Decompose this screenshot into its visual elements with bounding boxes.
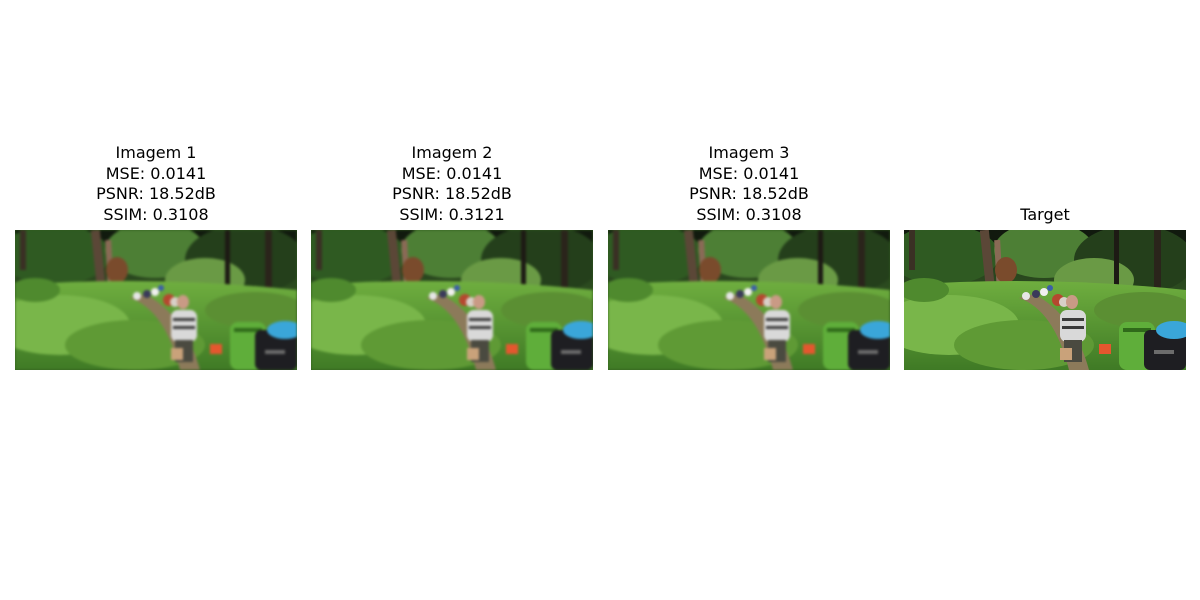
panel-title: Target: [1020, 204, 1070, 224]
ssim-value: SSIM: 0.3108: [696, 204, 802, 224]
panel-caption: Target: [884, 205, 1200, 226]
panel-imagem-1: Imagem 1 MSE: 0.0141 PSNR: 18.52dB SSIM:…: [15, 0, 297, 600]
psnr-value: PSNR: 18.52dB: [96, 184, 216, 203]
ssim-value: SSIM: 0.3121: [399, 204, 505, 224]
mse-value: MSE: 0.0141: [105, 163, 207, 183]
panel-imagem-2: Imagem 2 MSE: 0.0141 PSNR: 18.52dB SSIM:…: [311, 0, 593, 600]
target-image: [904, 230, 1186, 370]
panel-caption: Imagem 2 MSE: 0.0141 PSNR: 18.52dB SSIM:…: [291, 143, 613, 225]
psnr-value: PSNR: 18.52dB: [392, 184, 512, 203]
panel-title: Imagem 3: [708, 143, 790, 162]
mse-value: MSE: 0.0141: [698, 163, 800, 183]
panel-title: Imagem 1: [115, 143, 197, 162]
panel-caption: Imagem 3 MSE: 0.0141 PSNR: 18.52dB SSIM:…: [588, 143, 910, 225]
psnr-value: PSNR: 18.52dB: [689, 184, 809, 203]
panel-target: Target: [904, 0, 1186, 600]
reconstructed-image-2: [311, 230, 593, 370]
ssim-value: SSIM: 0.3108: [103, 204, 209, 224]
panel-imagem-3: Imagem 3 MSE: 0.0141 PSNR: 18.52dB SSIM:…: [608, 0, 890, 600]
panel-title: Imagem 2: [411, 143, 493, 162]
panel-caption: Imagem 1 MSE: 0.0141 PSNR: 18.52dB SSIM:…: [0, 143, 317, 225]
reconstructed-image-1: [15, 230, 297, 370]
reconstructed-image-3: [608, 230, 890, 370]
mse-value: MSE: 0.0141: [401, 163, 503, 183]
